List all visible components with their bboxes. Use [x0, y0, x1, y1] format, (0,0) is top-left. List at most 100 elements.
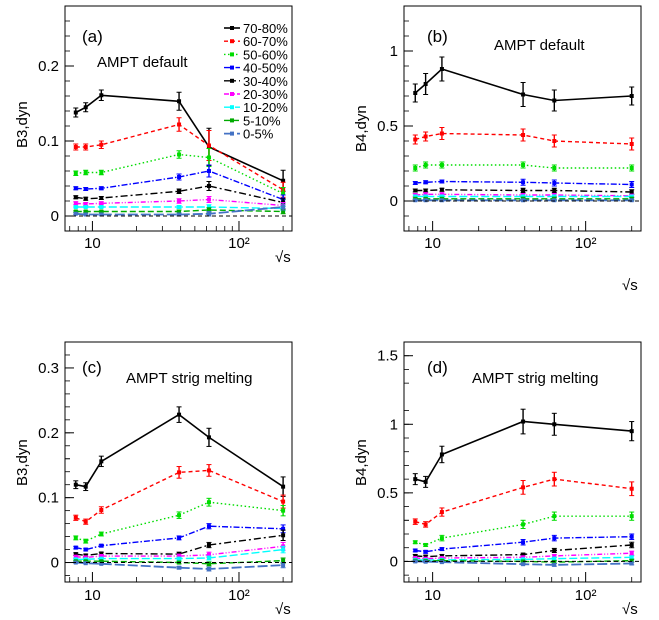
panel-a: 0 0.1 0.2 10 10² (a) AMPT default B3,dyn 70-…: [14, 5, 293, 266]
panel-c-ytick-label: 0.1: [38, 490, 59, 507]
data-point: [629, 94, 634, 98]
data-point: [99, 459, 104, 464]
panel-b-frame: [403, 5, 642, 232]
data-point: [413, 194, 418, 199]
panel-b-xtick-label: 10²: [575, 235, 597, 252]
data-point: [281, 533, 286, 538]
data-point: [177, 565, 182, 570]
data-point: [521, 552, 526, 557]
series-line-30-40pct: [75, 185, 284, 204]
data-point: [552, 477, 557, 482]
data-point: [521, 188, 526, 193]
data-point: [206, 524, 211, 529]
data-point: [552, 188, 557, 193]
panel-c-xlabel: √s: [275, 601, 291, 618]
data-point: [99, 543, 104, 548]
legend-label: 10-20%: [243, 100, 288, 115]
data-point: [552, 548, 557, 553]
data-point: [552, 422, 557, 427]
data-point: [206, 211, 211, 216]
data-point: [413, 559, 418, 564]
data-point: [73, 554, 78, 559]
data-point: [83, 145, 88, 149]
data-point: [206, 552, 211, 557]
data-point: [552, 553, 557, 558]
data-point: [99, 551, 104, 556]
data-point: [83, 484, 88, 489]
series-line-5-10pct: [75, 559, 284, 565]
data-point: [206, 435, 211, 440]
data-point: [177, 556, 182, 561]
data-point: [439, 198, 444, 203]
data-point: [439, 553, 444, 558]
data-point: [629, 555, 634, 560]
data-point: [552, 562, 557, 567]
panel-d-label: (d): [427, 358, 448, 377]
panel-c-xtick-label: 10²: [228, 587, 250, 604]
data-point: [83, 547, 88, 552]
series-line-20-30pct: [75, 545, 284, 559]
panel-b: 0 0.5 1 10 10² (b) AMPT default B4,dyn √s: [353, 5, 642, 294]
panel-a-ytick-label: 0.2: [38, 58, 59, 75]
data-point: [552, 166, 557, 170]
data-point: [73, 535, 78, 540]
data-point: [413, 519, 418, 524]
data-point: [73, 201, 78, 206]
panel-c-axes: 0 0.1 0.2 0.3 10 10²: [38, 341, 292, 604]
panel-b-ylabel: B4,dyn: [353, 105, 370, 152]
data-point: [439, 547, 444, 552]
data-point: [552, 181, 557, 185]
data-point: [521, 194, 526, 199]
data-point: [83, 205, 88, 209]
data-point: [629, 198, 634, 203]
legend-label: 30-40%: [243, 74, 288, 89]
data-point: [73, 482, 78, 487]
panel-d-xlabel: √s: [622, 601, 638, 618]
data-point: [177, 152, 182, 157]
series-line-5-10pct: [75, 209, 284, 213]
data-point: [99, 554, 104, 559]
legend-marker: [230, 65, 234, 70]
data-point: [521, 92, 526, 97]
data-point: [552, 536, 557, 541]
panel-c-xtick-label: 10: [84, 587, 101, 604]
series-line-20-30pct: [75, 198, 284, 207]
data-point: [552, 556, 557, 561]
data-point: [281, 526, 286, 531]
panel-a-ytick-label: 0.1: [38, 133, 59, 150]
data-point: [439, 194, 444, 199]
legend-marker: [230, 52, 234, 57]
data-point: [521, 557, 526, 562]
series-line-30-40pct: [415, 544, 632, 558]
panel-b-label: (b): [427, 27, 448, 46]
data-point: [73, 205, 78, 209]
panel-b-xtick-label: 10: [424, 235, 441, 252]
panel-b-ytick-label: 0.5: [377, 118, 398, 135]
data-point: [206, 143, 211, 148]
data-point: [73, 186, 78, 191]
data-point: [177, 513, 182, 518]
data-point: [413, 198, 418, 203]
data-point: [83, 519, 88, 524]
data-point: [281, 547, 286, 552]
data-point: [99, 556, 104, 561]
data-point: [99, 196, 104, 200]
data-point: [206, 184, 211, 188]
data-point: [99, 561, 104, 566]
panel-c-frame: [64, 341, 293, 583]
data-point: [629, 514, 634, 519]
data-point: [423, 134, 428, 139]
panel-d-ytick-label: 1: [390, 416, 398, 433]
panel-c: 0 0.1 0.2 0.3 10 10² (c) AMPT strig melting B…: [14, 341, 293, 618]
legend-label: 60-70%: [243, 34, 288, 49]
series-line-20-30pct: [415, 552, 632, 560]
panel-d-ytick-label: 0: [390, 553, 398, 570]
data-point: [177, 209, 182, 214]
panel-b-xlabel: √s: [622, 277, 638, 294]
data-point: [552, 139, 557, 143]
data-point: [423, 542, 428, 547]
data-point: [439, 67, 444, 71]
data-point: [206, 169, 211, 173]
data-point: [83, 170, 88, 175]
